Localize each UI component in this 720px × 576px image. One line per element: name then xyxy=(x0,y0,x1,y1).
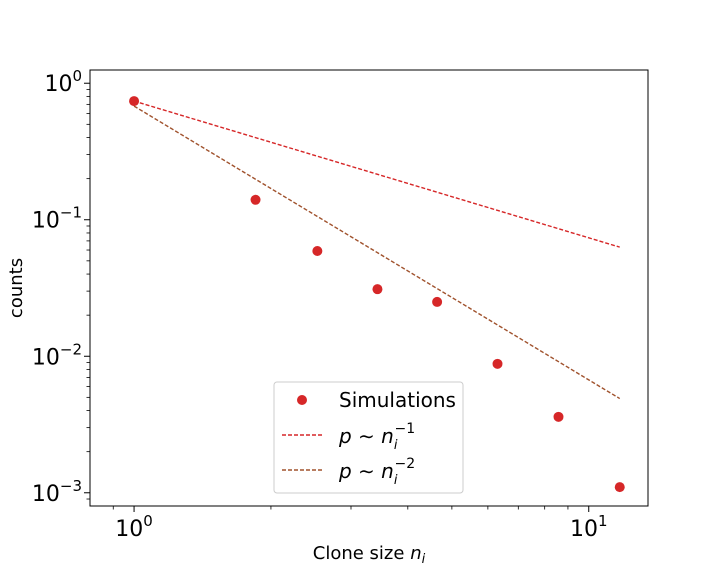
legend-box xyxy=(273,381,464,494)
data-point xyxy=(492,358,503,369)
y-tick-label-exp: −3 xyxy=(60,477,82,495)
y-tick-label-exp: −2 xyxy=(60,340,82,358)
y-tick-label: 10−2 xyxy=(32,340,82,370)
data-point xyxy=(614,482,625,493)
data-point xyxy=(250,194,261,205)
y-tick-label: 10−1 xyxy=(32,204,82,234)
y-tick-label-exp: 0 xyxy=(72,67,82,85)
y-axis-label: counts xyxy=(6,258,27,318)
x-axis-label-sub: i xyxy=(422,552,426,567)
y-tick-label-base: 10 xyxy=(32,482,60,507)
y-tick-label: 10−3 xyxy=(32,477,82,507)
x-axis-label: Clone size ni xyxy=(313,543,426,567)
legend-label-n1: p ∼ ni−1 xyxy=(338,421,415,453)
data-point xyxy=(553,411,564,422)
plot-frame xyxy=(89,69,649,507)
legend-label-simulations: Simulations xyxy=(339,388,456,412)
legend-label-n2: p ∼ ni−2 xyxy=(338,456,415,488)
y-tick-label-base: 10 xyxy=(32,345,60,370)
power-law-line-1 xyxy=(133,100,620,248)
x-axis-label-var: n xyxy=(410,543,421,564)
legend-label-n2-base: p ∼ n xyxy=(338,459,394,483)
y-tick-label-base: 10 xyxy=(32,209,60,234)
x-tick-label-base: 10 xyxy=(570,517,598,542)
x-tick-label-exp: 1 xyxy=(598,512,608,530)
x-tick-label: 101 xyxy=(570,512,608,542)
legend-label-n1-sub: i xyxy=(394,438,398,453)
y-tick-label-exp: −1 xyxy=(60,204,82,222)
y-tick-label: 100 xyxy=(44,67,82,97)
data-point xyxy=(312,246,323,257)
x-axis-label-text: Clone size xyxy=(313,543,410,564)
data-point xyxy=(432,296,443,307)
x-tick-label-base: 10 xyxy=(115,517,143,542)
legend-label-n2-sup: −2 xyxy=(394,456,415,472)
legend-label-n1-sup: −1 xyxy=(394,421,415,437)
legend: Simulations p ∼ ni−1 p ∼ ni−2 xyxy=(273,381,464,494)
legend-label-n2-sub: i xyxy=(394,473,398,488)
x-tick-label: 100 xyxy=(115,512,153,542)
legend-marker-simulations xyxy=(297,395,307,405)
power-law-line-2 xyxy=(133,105,621,400)
x-tick-label-exp: 0 xyxy=(143,512,153,530)
y-tick-label-base: 10 xyxy=(44,72,72,97)
data-point xyxy=(372,284,383,295)
legend-label-n1-base: p ∼ n xyxy=(338,424,394,448)
data-point xyxy=(129,96,140,107)
